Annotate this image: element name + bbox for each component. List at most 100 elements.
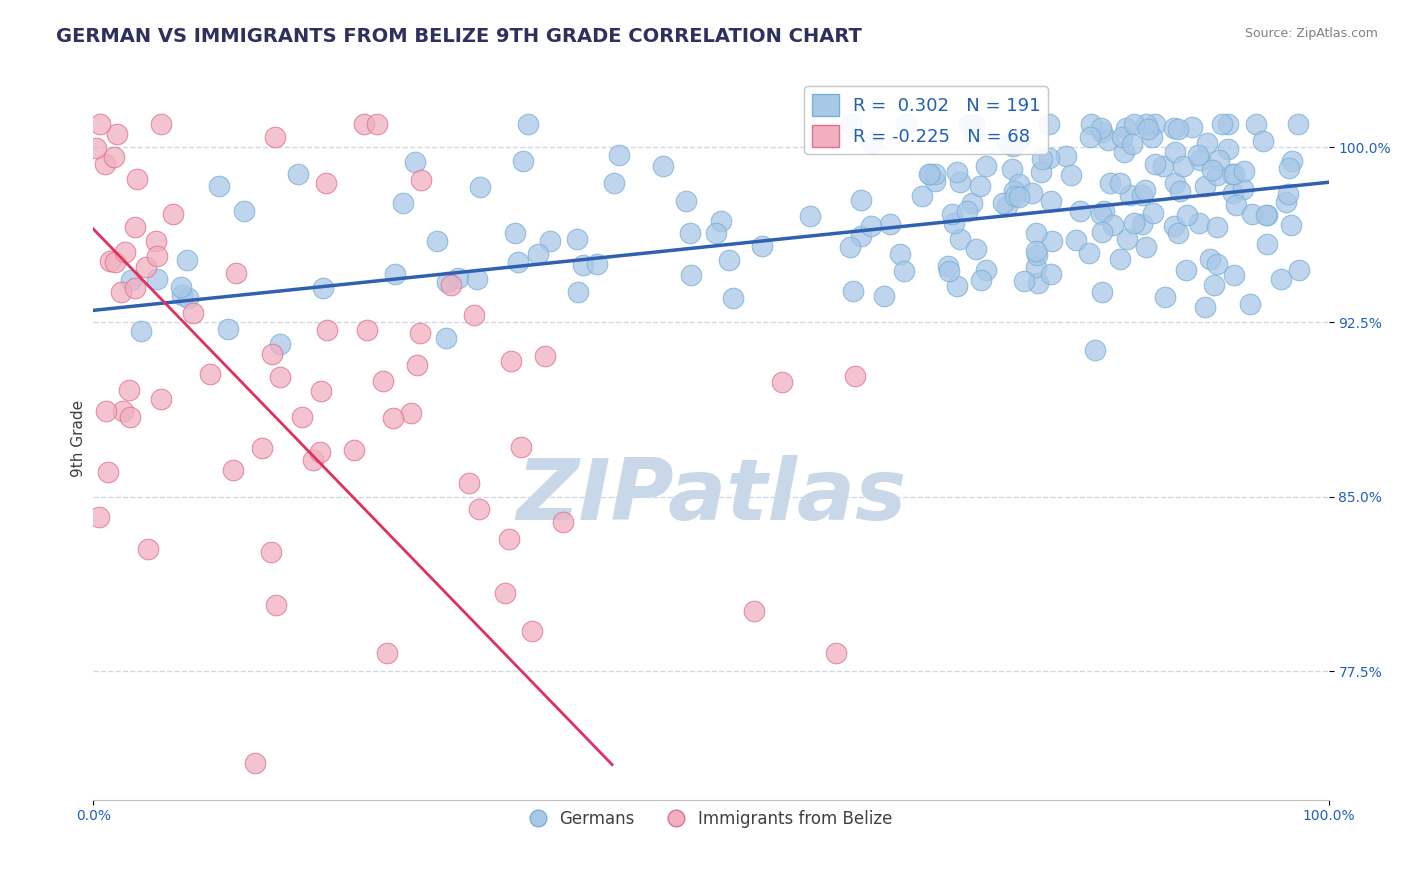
- Point: [824, 647, 846, 661]
- Point: [1111, 129, 1133, 144]
- Point: [1254, 208, 1277, 222]
- Point: [679, 268, 702, 283]
- Point: [404, 155, 426, 169]
- Point: [1123, 117, 1146, 131]
- Point: [1143, 117, 1166, 131]
- Point: [436, 275, 458, 289]
- Point: [1194, 178, 1216, 193]
- Point: [225, 266, 247, 280]
- Point: [1199, 252, 1222, 266]
- Point: [470, 180, 492, 194]
- Point: [1211, 117, 1233, 131]
- Point: [1144, 157, 1167, 171]
- Point: [309, 384, 332, 399]
- Point: [859, 219, 882, 233]
- Point: [974, 262, 997, 277]
- Point: [1135, 240, 1157, 254]
- Point: [447, 271, 470, 285]
- Point: [851, 194, 873, 208]
- Point: [710, 214, 733, 228]
- Point: [1008, 177, 1031, 191]
- Point: [1140, 130, 1163, 145]
- Point: [110, 285, 132, 299]
- Point: [1054, 149, 1077, 163]
- Point: [894, 117, 917, 131]
- Point: [1163, 120, 1185, 135]
- Point: [873, 289, 896, 303]
- Point: [1188, 153, 1211, 167]
- Point: [503, 226, 526, 240]
- Point: [1152, 160, 1174, 174]
- Point: [1164, 176, 1187, 190]
- Point: [1101, 218, 1123, 232]
- Point: [1028, 276, 1050, 290]
- Point: [1038, 117, 1060, 131]
- Legend: Germans, Immigrants from Belize: Germans, Immigrants from Belize: [523, 803, 898, 835]
- Point: [1288, 263, 1310, 277]
- Point: [946, 164, 969, 178]
- Point: [309, 444, 332, 458]
- Point: [918, 167, 941, 181]
- Point: [264, 129, 287, 144]
- Y-axis label: 9th Grade: 9th Grade: [72, 400, 86, 477]
- Point: [1091, 125, 1114, 139]
- Point: [217, 321, 239, 335]
- Point: [243, 756, 266, 771]
- Point: [849, 229, 872, 244]
- Point: [264, 599, 287, 613]
- Point: [94, 404, 117, 418]
- Point: [1121, 137, 1143, 152]
- Point: [997, 136, 1019, 151]
- Point: [516, 117, 538, 131]
- Point: [1010, 132, 1032, 146]
- Point: [1136, 122, 1159, 136]
- Point: [495, 586, 517, 600]
- Point: [799, 209, 821, 223]
- Point: [343, 442, 366, 457]
- Point: [1002, 184, 1025, 198]
- Point: [1025, 260, 1047, 274]
- Point: [371, 374, 394, 388]
- Point: [94, 157, 117, 171]
- Point: [1004, 188, 1026, 202]
- Point: [1119, 188, 1142, 202]
- Point: [1187, 147, 1209, 161]
- Point: [751, 238, 773, 252]
- Point: [1216, 117, 1239, 131]
- Point: [366, 117, 388, 131]
- Point: [104, 255, 127, 269]
- Point: [770, 375, 793, 389]
- Point: [1256, 208, 1278, 222]
- Text: GERMAN VS IMMIGRANTS FROM BELIZE 9TH GRADE CORRELATION CHART: GERMAN VS IMMIGRANTS FROM BELIZE 9TH GRA…: [56, 27, 862, 45]
- Point: [742, 605, 765, 619]
- Point: [406, 358, 429, 372]
- Point: [949, 232, 972, 246]
- Point: [269, 370, 291, 384]
- Point: [316, 323, 339, 337]
- Point: [1064, 233, 1087, 247]
- Point: [1240, 207, 1263, 221]
- Point: [607, 147, 630, 161]
- Point: [1168, 184, 1191, 198]
- Point: [384, 267, 406, 281]
- Point: [208, 179, 231, 194]
- Point: [127, 172, 149, 186]
- Point: [146, 272, 169, 286]
- Point: [860, 135, 883, 149]
- Point: [1275, 194, 1298, 209]
- Point: [942, 216, 965, 230]
- Point: [124, 219, 146, 234]
- Point: [603, 176, 626, 190]
- Point: [844, 368, 866, 383]
- Point: [89, 117, 111, 131]
- Point: [177, 291, 200, 305]
- Point: [924, 168, 946, 182]
- Point: [938, 264, 960, 278]
- Point: [463, 308, 485, 322]
- Point: [704, 226, 727, 240]
- Point: [1163, 219, 1185, 233]
- Point: [375, 646, 398, 660]
- Point: [1092, 203, 1115, 218]
- Point: [1244, 117, 1267, 131]
- Point: [1223, 167, 1246, 181]
